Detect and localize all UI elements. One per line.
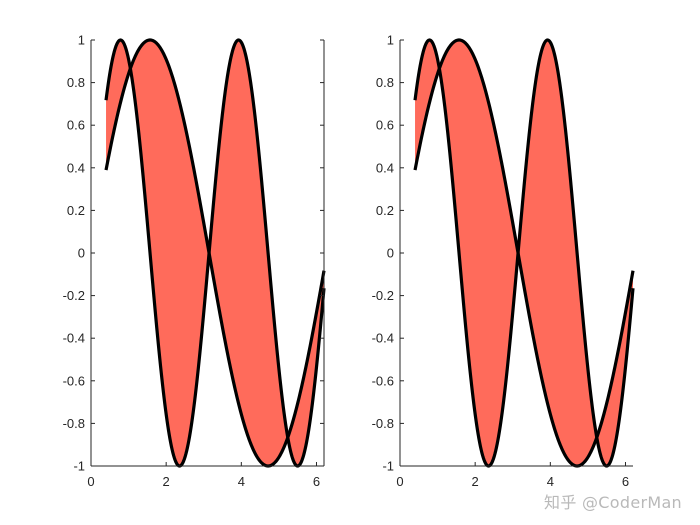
y-tick-label: -0.4 (63, 331, 85, 346)
x-tick-label: 6 (313, 474, 320, 489)
series-line-sin(2x) (413, 38, 635, 468)
y-tick-label: 0.2 (376, 203, 394, 218)
y-tick-label: 0.8 (376, 75, 394, 90)
y-tick-label: 0.6 (376, 118, 394, 133)
x-tick-label: 2 (472, 474, 479, 489)
y-tick-label: 0.8 (67, 75, 85, 90)
subplot-left: -1 -0.8 -0.6 -0.4 -0.2 0 0.2 0.4 0.6 0.8 1 0 2 4 6 (63, 33, 326, 489)
y-tick-label: 0.6 (67, 118, 85, 133)
y-tick-label: -0.2 (372, 288, 394, 303)
series-line-sin(2x) (104, 38, 326, 468)
x-tick-label: 0 (87, 474, 94, 489)
subplot-right: -1 -0.8 -0.6 -0.4 -0.2 0 0.2 0.4 0.6 0.8 1 0 2 4 6 (372, 33, 635, 489)
y-tick-label: 1 (78, 33, 85, 48)
watermark-text: 知乎 @CoderMan (544, 493, 682, 512)
fill-between-region (415, 40, 633, 466)
y-tick-label: -0.2 (63, 288, 85, 303)
y-tick-label: -0.6 (63, 373, 85, 388)
fill-between-region (106, 40, 324, 466)
y-tick-label: -0.6 (372, 373, 394, 388)
y-tick-label: 0 (78, 246, 85, 261)
y-tick-label: -1 (382, 459, 394, 474)
y-tick-label: 1 (387, 33, 394, 48)
y-tick-label: -0.4 (372, 331, 394, 346)
y-tick-label: -0.8 (63, 416, 85, 431)
y-tick-label: -0.8 (372, 416, 394, 431)
y-tick-label: -1 (73, 459, 85, 474)
x-tick-label: 4 (238, 474, 245, 489)
y-tick-label: 0 (387, 246, 394, 261)
y-tick-label: 0.4 (67, 160, 85, 175)
y-tick-label: 0.4 (376, 160, 394, 175)
y-tick-label: 0.2 (67, 203, 85, 218)
x-tick-label: 6 (622, 474, 629, 489)
x-tick-label: 4 (547, 474, 554, 489)
x-tick-label: 0 (396, 474, 403, 489)
x-tick-label: 2 (163, 474, 170, 489)
